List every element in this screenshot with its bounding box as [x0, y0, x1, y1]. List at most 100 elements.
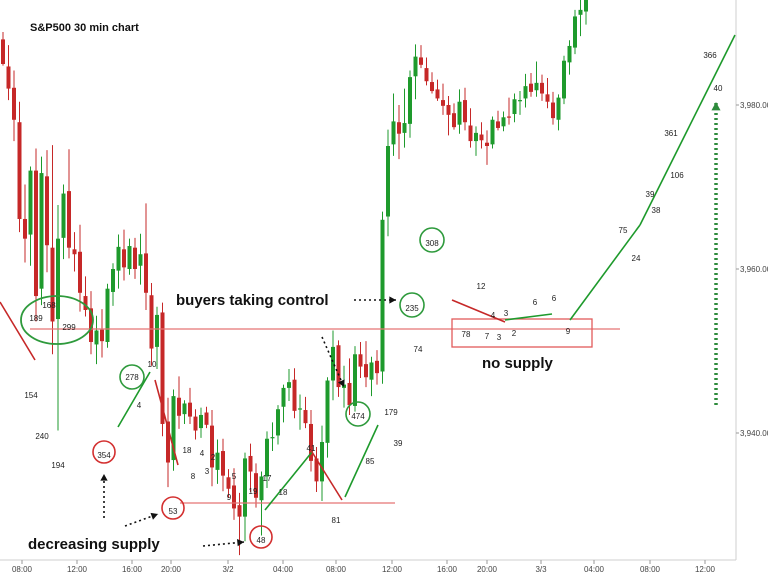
x-tick-label: 04:00	[584, 565, 605, 574]
x-tick-label: 16:00	[437, 565, 458, 574]
volume-label: 3	[497, 333, 502, 342]
arrow-to-48-head	[237, 539, 244, 547]
volume-label: 235	[405, 304, 419, 313]
arrow-to-53	[124, 513, 159, 527]
volume-label: 24	[632, 254, 641, 263]
x-tick-label: 08:00	[12, 565, 33, 574]
candle-body	[298, 408, 302, 410]
volume-label: 154	[24, 391, 38, 400]
volume-label: 6	[533, 298, 538, 307]
candle-body	[507, 116, 511, 118]
x-tick-label: 3/3	[535, 565, 547, 574]
candle-body	[149, 295, 154, 349]
candle-body	[292, 379, 297, 411]
x-tick-label: 12:00	[382, 565, 403, 574]
volume-label: 12	[477, 282, 486, 291]
candle-body	[199, 414, 203, 429]
no-supply-box	[451, 318, 593, 348]
x-tick-label: 08:00	[326, 565, 347, 574]
volume-label: 4	[137, 401, 142, 410]
candle-body	[204, 412, 209, 425]
candle-body	[523, 86, 528, 99]
candle-body	[529, 83, 533, 92]
arrow-to-48	[202, 541, 245, 547]
candle-body	[50, 247, 55, 322]
arrow-decreasing-supply-head	[100, 474, 108, 481]
volume-label: 9	[227, 493, 232, 502]
volume-label: 354	[97, 451, 111, 460]
candle-body	[39, 173, 44, 289]
candle-body	[45, 176, 49, 246]
candle-body	[182, 403, 187, 415]
volume-label: 53	[169, 507, 178, 516]
trend-line-down	[0, 301, 36, 361]
volume-label: 38	[652, 206, 661, 215]
candle-body	[67, 191, 71, 248]
highlight-circle-red	[249, 525, 273, 549]
candle-body	[94, 330, 99, 345]
arrow-up-green-head	[711, 102, 721, 111]
candle-body	[193, 416, 198, 431]
candle-body	[408, 77, 412, 124]
volume-label: 106	[670, 171, 684, 180]
candle-body	[479, 134, 484, 141]
candle-body	[556, 97, 561, 120]
volume-label: 3	[205, 467, 210, 476]
candle-body	[270, 437, 275, 439]
volume-label: 39	[394, 439, 403, 448]
highlight-circle-red	[92, 440, 116, 464]
candle-body	[452, 113, 456, 128]
x-tick-label: 16:00	[122, 565, 143, 574]
candle-body	[254, 473, 258, 498]
x-tick-label: 20:00	[161, 565, 182, 574]
candle-body	[232, 485, 236, 509]
volume-label: 299	[62, 323, 76, 332]
candle-body	[243, 458, 247, 517]
highlight-circle-green	[419, 227, 445, 253]
candle-body	[562, 60, 566, 99]
volume-label: 8	[191, 472, 196, 481]
volume-label: 2	[512, 329, 517, 338]
candle-body	[485, 142, 489, 146]
volume-label: 361	[664, 129, 678, 138]
candle-body	[380, 219, 385, 372]
x-tick-label: 12:00	[695, 565, 716, 574]
y-tick-label: 3,980.00	[740, 101, 768, 110]
x-tick-label: 20:00	[477, 565, 498, 574]
volume-label: 9	[566, 327, 571, 336]
highlight-circle-green	[345, 401, 371, 427]
volume-label: 41	[307, 444, 316, 453]
candle-body	[419, 57, 423, 65]
trend-line-down	[451, 299, 506, 323]
candle-body	[567, 45, 572, 63]
candle-body	[89, 308, 93, 342]
candles-layer	[1, 0, 588, 556]
candle-body	[34, 170, 38, 297]
candle-body	[276, 409, 280, 436]
volume-label: 278	[125, 373, 139, 382]
candle-body	[534, 82, 539, 91]
candle-body	[320, 442, 324, 482]
volume-label: 78	[462, 330, 471, 339]
volume-label: 5	[232, 472, 237, 481]
candle-body	[430, 82, 434, 92]
chart-title: S&P500 30 min chart	[30, 22, 139, 34]
volume-label: 85	[366, 457, 375, 466]
candle-body	[248, 455, 253, 472]
candle-body	[336, 345, 341, 388]
candle-body	[303, 410, 308, 424]
candle-body	[584, 0, 588, 12]
candle-body	[221, 451, 225, 476]
candle-body	[138, 254, 143, 266]
candle-body	[512, 99, 517, 115]
volume-label: 81	[332, 516, 341, 525]
candle-body	[100, 329, 104, 342]
volume-label: 308	[425, 239, 439, 248]
candle-body	[72, 249, 77, 255]
candle-body	[551, 102, 555, 119]
volume-label: 4	[200, 449, 205, 458]
volume-label: 2	[211, 453, 216, 462]
candle-body	[133, 247, 137, 269]
candle-body	[116, 246, 121, 271]
volume-label: 179	[384, 408, 398, 417]
